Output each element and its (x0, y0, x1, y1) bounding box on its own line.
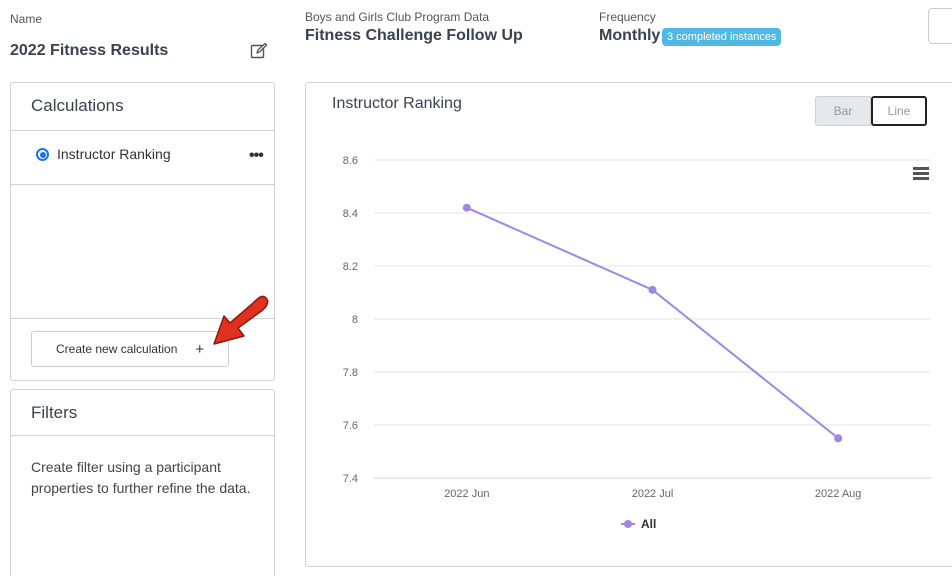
name-label: Name (10, 12, 43, 26)
report-name: 2022 Fitness Results (10, 42, 169, 59)
data-point (648, 285, 657, 294)
y-tick-label: 7.6 (343, 420, 358, 432)
divider (11, 435, 274, 436)
legend-marker (624, 520, 632, 528)
header-action-button[interactable] (928, 8, 952, 44)
filters-panel: Filters Create filter using a participan… (10, 389, 275, 576)
x-tick-label: 2022 Jun (444, 488, 489, 500)
calculation-item-label[interactable]: Instructor Ranking (57, 146, 171, 162)
frequency-value: Monthly (599, 27, 661, 44)
line-toggle-button[interactable]: Line (871, 96, 927, 126)
completed-instances-badge: 3 completed instances (662, 28, 782, 46)
y-tick-label: 8.4 (343, 208, 358, 220)
data-source-label: Boys and Girls Club Program Data (305, 10, 490, 24)
x-tick-label: 2022 Aug (815, 488, 862, 500)
more-options-icon[interactable]: ••• (249, 147, 264, 164)
chart-panel: Instructor Ranking Bar Line 8.6 8.4 8.2 8 7.… (305, 82, 952, 567)
divider (11, 184, 274, 185)
data-point (462, 203, 471, 212)
series-line (466, 206, 839, 440)
x-tick-label: 2022 Jul (632, 488, 674, 500)
y-tick-label: 8.2 (343, 261, 358, 273)
frequency-label: Frequency (599, 10, 656, 24)
y-tick-label: 8.6 (343, 155, 358, 167)
chart-title: Instructor Ranking (332, 95, 462, 112)
legend-label: All (641, 517, 656, 531)
y-tick-label: 7.4 (343, 473, 358, 485)
data-source-value: Fitness Challenge Follow Up (305, 27, 523, 44)
divider (11, 130, 274, 131)
create-calculation-label: Create new calculation (56, 342, 178, 356)
filters-description: Create filter using a participant proper… (31, 459, 251, 496)
y-tick-label: 7.8 (343, 367, 358, 379)
line-chart: 8.6 8.4 8.2 8 7.8 7.6 7.4 2022 Jun 2022 Jul 2022 … (343, 155, 931, 531)
edit-icon[interactable] (250, 42, 268, 60)
calculations-title: Calculations (31, 96, 124, 115)
plus-icon: + (195, 340, 205, 358)
calculation-radio-selected[interactable] (36, 148, 49, 161)
chart-menu-icon[interactable] (913, 167, 929, 180)
annotation-arrow-icon (213, 295, 269, 345)
y-tick-label: 8 (352, 314, 358, 326)
divider (11, 318, 274, 319)
data-point (834, 434, 843, 443)
filters-title: Filters (31, 403, 78, 422)
bar-toggle-button[interactable]: Bar (815, 96, 871, 126)
create-calculation-button[interactable]: Create new calculation + (31, 331, 229, 367)
